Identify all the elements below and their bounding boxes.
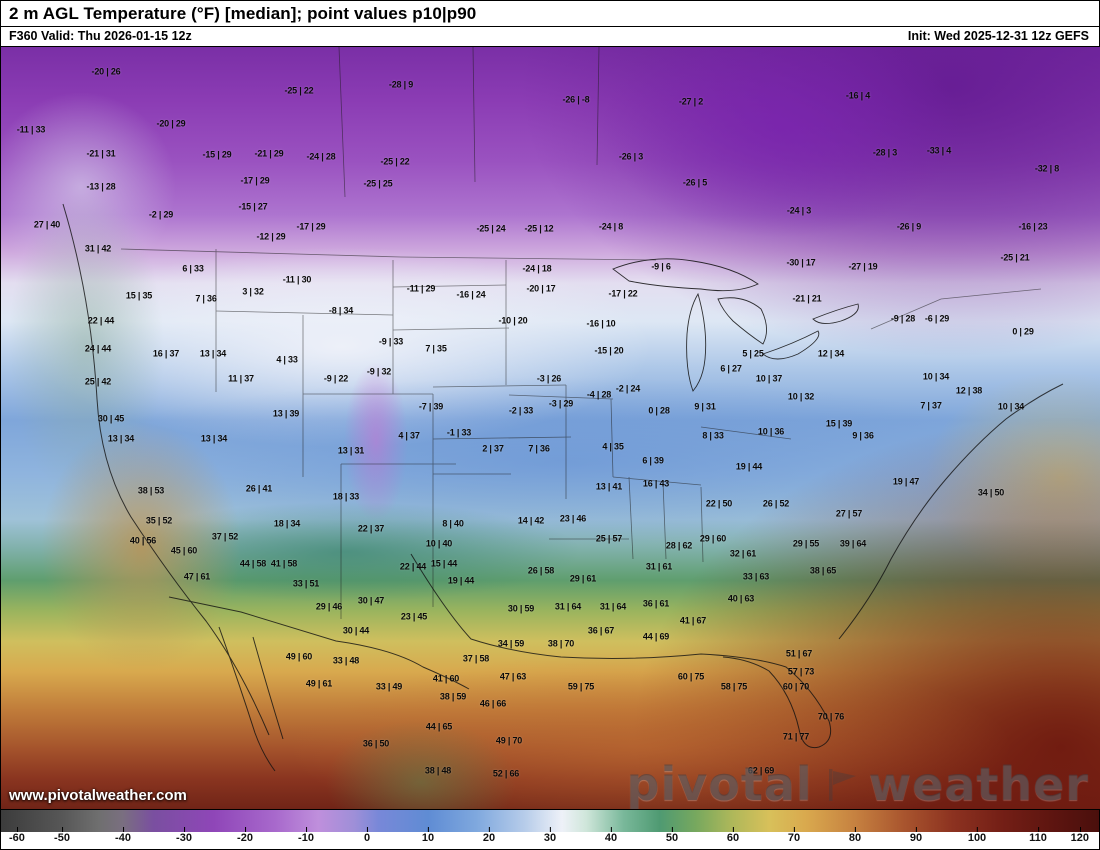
colorbar-tick-label: 0: [363, 827, 371, 844]
colorbar-tick-row: -60 -50 -40 -30 -20 -10 0 10 20 30 40 50 60 70 80 90 100…: [1, 827, 1099, 847]
colorbar-tick-label: 90: [909, 827, 923, 844]
colorbar-tick-label: -40: [115, 827, 131, 844]
title-bar: 2 m AGL Temperature (°F) [median]; point…: [1, 1, 1099, 27]
watermark-url: www.pivotalweather.com: [9, 787, 187, 804]
brand-pivotal: pivotal: [626, 757, 813, 809]
colorbar-tick-label: 10: [421, 827, 435, 844]
coastlines: [62, 203, 1064, 772]
colorbar-tick-label: 120: [1070, 827, 1089, 844]
map-header: 2 m AGL Temperature (°F) [median]; point…: [1, 1, 1099, 46]
colorbar-tick-label: 30: [543, 827, 557, 844]
california-desert-tan: [41, 422, 241, 672]
pivotal-weather-watermark: pivotal weather: [627, 761, 1089, 807]
pivotal-logo-icon: [828, 769, 856, 801]
meta-bar: F360 Valid: Thu 2026-01-15 12z Init: Wed…: [1, 27, 1099, 46]
colorbar-tick-label: -50: [54, 827, 70, 844]
map-title: 2 m AGL Temperature (°F) [median]; point…: [9, 4, 477, 23]
valid-time: F360 Valid: Thu 2026-01-15 12z: [9, 29, 192, 43]
colorbar-tick-label: 50: [665, 827, 679, 844]
init-time: Init: Wed 2025-12-31 12z GEFS: [907, 29, 1089, 43]
colorbar-tick-label: -30: [176, 827, 192, 844]
colorbar-tick-label: 20: [482, 827, 496, 844]
colorbar-gradient: [1, 810, 1099, 832]
state-borders: [120, 47, 1042, 619]
colorbar-tick-label: 60: [726, 827, 740, 844]
colorbar-tick-label: -20: [237, 827, 253, 844]
great-lakes: [612, 258, 859, 392]
temperature-colorbar: -60 -50 -40 -30 -20 -10 0 10 20 30 40 50 60 70 80 90 100…: [1, 809, 1099, 847]
cold-region-hudson: [601, 47, 961, 237]
colorbar-tick-label: -10: [298, 827, 314, 844]
colorbar-tick-label: 70: [787, 827, 801, 844]
mexico-highlands-green: [326, 720, 516, 809]
colorbar-tick-label: 100: [967, 827, 987, 844]
colorbar-tick-label: 110: [1029, 827, 1047, 844]
colorbar-tick-label: -60: [9, 827, 25, 844]
map-area[interactable]: -20 | 26 -25 | 22 -28 | 9 -26 | -8 -27 | 2 -1…: [1, 46, 1100, 809]
temperature-map-graphic: [1, 47, 1100, 809]
brand-weather: weather: [868, 757, 1089, 809]
colorbar-tick-label: 80: [848, 827, 862, 844]
colorbar-tick-label: 40: [604, 827, 618, 844]
